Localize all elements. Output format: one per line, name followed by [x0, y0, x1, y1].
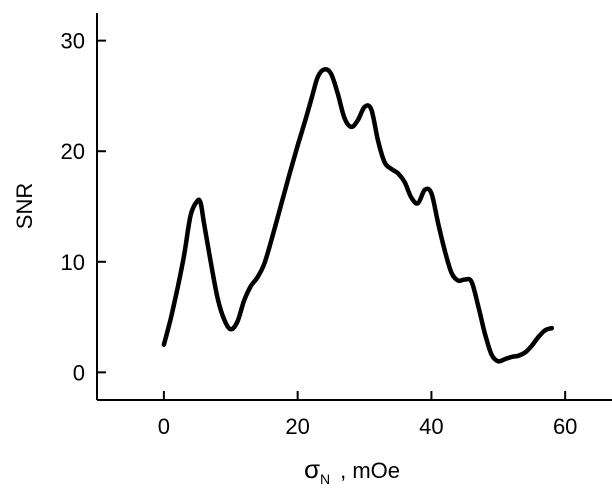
y-axis-label: SNR	[12, 183, 37, 229]
y-tick-label: 10	[61, 250, 85, 275]
snr-series-line	[161, 67, 555, 364]
x-axis-label-subscript: N	[320, 471, 330, 487]
y-tick-label: 30	[61, 29, 85, 54]
y-tick-label: 20	[61, 139, 85, 164]
x-tick-label: 60	[553, 414, 577, 439]
x-axis-label-symbol: σ	[304, 454, 320, 484]
x-ticks: 0 20 40 60	[158, 391, 577, 439]
x-tick-label: 40	[419, 414, 443, 439]
x-axis-label-unit: , mOe	[340, 458, 400, 483]
plot-area: 0 10 20 30 0 20 40 60	[61, 13, 612, 439]
y-ticks: 0 10 20 30	[61, 29, 106, 385]
x-axis-label: σN , mOe	[304, 454, 400, 487]
x-tick-label: 20	[285, 414, 309, 439]
x-tick-label: 0	[158, 414, 170, 439]
y-tick-label: 0	[73, 360, 85, 385]
